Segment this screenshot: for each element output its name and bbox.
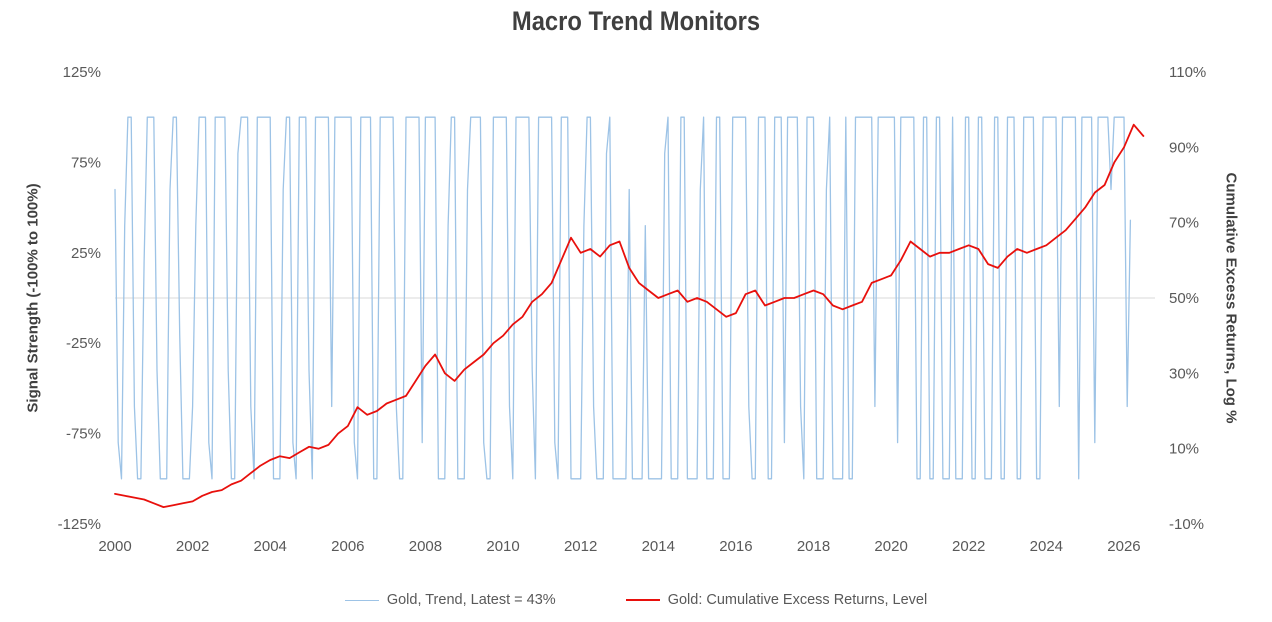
x-axis-tick-label: 2012 [564,538,597,555]
right-axis-tick-label: 30% [1169,365,1199,382]
left-axis-tick-label: 25% [71,245,101,262]
x-axis-tick-label: 2010 [486,538,519,555]
x-axis-tick-label: 2018 [797,538,830,555]
x-axis-tick-label: 2022 [952,538,985,555]
legend-item-gold-trend[interactable]: Gold, Trend, Latest = 43% [344,592,556,608]
right-axis-tick-label: -10% [1169,516,1204,533]
gold-returns-line-swatch [625,599,660,601]
legend-item-gold-returns[interactable]: Gold: Cumulative Excess Returns, Level [625,592,928,608]
gold-trend-legend-label: Gold, Trend, Latest = 43% [386,592,556,608]
x-axis-tick-label: 2026 [1107,538,1140,555]
left-axis-tick-label: -25% [66,335,101,352]
left-axis-tick-label: -75% [66,426,101,443]
gold-trend-line-swatch [344,599,379,601]
x-axis-tick-label: 2002 [176,538,209,555]
x-axis-tick-label: 2004 [254,538,287,555]
right-axis-tick-label: 70% [1169,215,1199,232]
right-axis-title: Cumulative Excess Returns, Log % [1222,172,1240,424]
right-axis-tick-label: 90% [1169,139,1199,156]
x-axis-tick-label: 2000 [98,538,131,555]
x-axis-tick-label: 2008 [409,538,442,555]
left-axis-title: Signal Strength (-100% to 100%) [24,183,42,413]
gold-returns-legend-label: Gold: Cumulative Excess Returns, Level [667,592,928,608]
x-axis-tick-label: 2016 [719,538,752,555]
left-axis-tick-label: 125% [63,64,101,81]
left-axis-tick-label: -125% [58,516,101,533]
gold-trend-series-line [114,116,1132,480]
gold-returns-series-line [114,123,1145,509]
x-axis-tick-label: 2020 [874,538,907,555]
legend: Gold, Trend, Latest = 43% Gold: Cumulati… [0,592,1272,608]
left-axis-tick-label: 75% [71,154,101,171]
right-axis-tick-label: 110% [1169,64,1206,81]
chart-title: Macro Trend Monitors [511,6,761,36]
x-axis-tick-label: 2024 [1030,538,1063,555]
right-axis-tick-label: 10% [1169,441,1199,458]
right-axis-tick-label: 50% [1169,290,1199,307]
x-axis-tick-label: 2006 [331,538,364,555]
x-axis-tick-label: 2014 [642,538,675,555]
